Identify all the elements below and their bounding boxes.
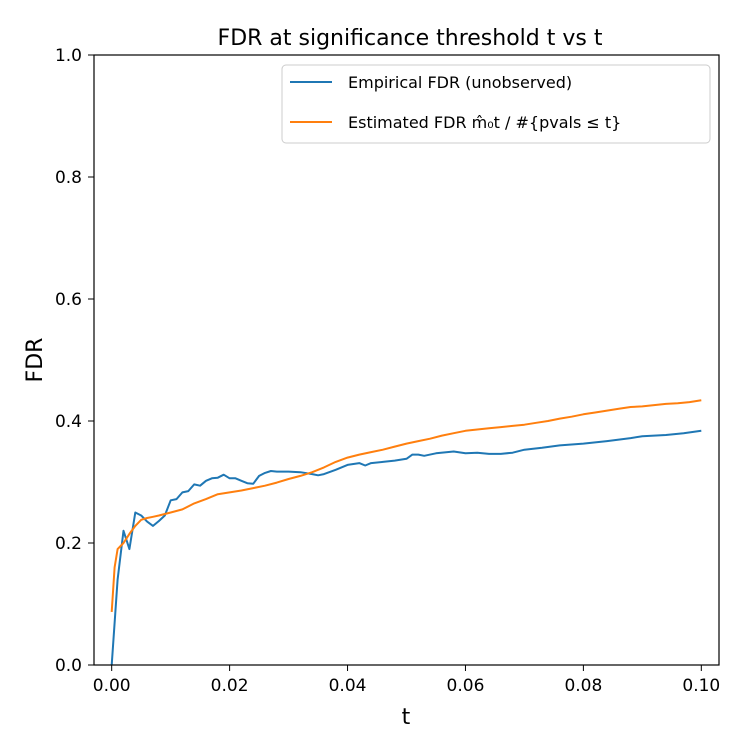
y-tick-label: 0.6 <box>55 290 82 310</box>
series-line-empirical-fdr <box>110 429 702 666</box>
legend-label-empirical: Empirical FDR (unobserved) <box>348 73 572 92</box>
y-axis-label: FDR <box>23 338 48 383</box>
legend-box <box>281 64 711 144</box>
chart-title: FDR at significance threshold t vs t <box>218 26 603 51</box>
y-tick-label: 0.0 <box>55 656 82 676</box>
y-tick-label: 0.2 <box>55 534 82 554</box>
y-tick-label: 0.4 <box>55 412 82 432</box>
x-axis-ticks: 0.00 0.02 0.04 0.06 0.08 0.10 <box>93 665 720 696</box>
y-tick-label: 0.8 <box>55 168 82 188</box>
x-tick-label: 0.02 <box>211 676 249 696</box>
y-tick-label: 1.0 <box>55 46 82 66</box>
series-line-estimated-fdr <box>110 399 702 612</box>
x-axis-label: t <box>402 705 411 730</box>
plot-frame <box>93 54 720 666</box>
legend-label-estimated: Estimated FDR m̂₀t / #{pvals ≤ t} <box>348 113 621 132</box>
x-tick-label: 0.06 <box>447 676 485 696</box>
series-layer <box>110 399 702 666</box>
plot-area: 0.00 0.02 0.04 0.06 0.08 0.10 0.0 0.2 0.4 0.6 0.8… <box>55 46 720 696</box>
x-tick-label: 0.10 <box>682 676 720 696</box>
y-axis-ticks: 0.0 0.2 0.4 0.6 0.8 1.0 <box>55 46 94 676</box>
x-tick-label: 0.04 <box>329 676 367 696</box>
x-tick-label: 0.08 <box>564 676 602 696</box>
x-tick-label: 0.00 <box>93 676 131 696</box>
legend: Empirical FDR (unobserved) Estimated FDR… <box>281 64 711 144</box>
